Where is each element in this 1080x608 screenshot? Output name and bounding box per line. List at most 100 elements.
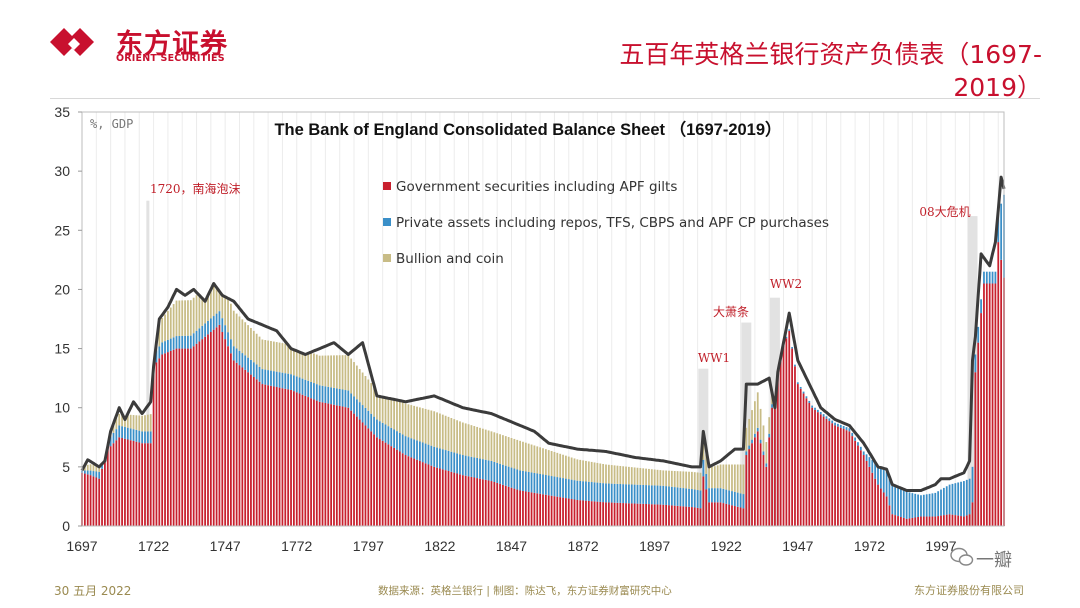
private-bar-1968 (857, 442, 859, 446)
government-bar-1787 (338, 405, 341, 526)
government-bar-1846 (507, 486, 510, 526)
private-bar-1777 (310, 381, 312, 399)
bullion-bar-1717 (138, 415, 141, 431)
private-bar-1936 (765, 463, 768, 467)
bullion-bar-1776 (307, 353, 310, 381)
bullion-bar-1893 (642, 468, 645, 485)
y-tick-label: 25 (54, 222, 70, 238)
government-bar-1831 (464, 475, 467, 526)
government-bar-1993 (928, 516, 931, 526)
government-bar-1825 (447, 470, 450, 526)
bullion-bar-1869 (573, 458, 576, 481)
bullion-bar-1725 (161, 318, 164, 343)
government-bar-1717 (138, 442, 141, 526)
government-bar-1841 (493, 481, 496, 526)
government-bar-1718 (141, 443, 144, 526)
private-bar-1967 (854, 437, 856, 441)
private-bar-1838 (484, 459, 487, 480)
private-bar-1730 (175, 336, 178, 349)
bullion-bar-1838 (484, 429, 487, 460)
chart-text: 0 5 10 15 20 25 30 35 1697 1722 1747 1772 1797 1822 18… (54, 104, 970, 554)
private-bar-1787 (338, 388, 341, 406)
government-bar-1862 (553, 496, 556, 526)
private-bar-2012 (983, 271, 985, 284)
title-divider (50, 98, 1040, 99)
bullion-bar-1782 (324, 355, 327, 387)
bullion-bar-1924 (731, 464, 733, 492)
government-bar-1897 (653, 504, 656, 526)
private-bar-1884 (616, 483, 619, 503)
event-label-1914: WW1 (698, 351, 730, 365)
government-bar-1948 (799, 388, 802, 526)
bullion-bar-1718 (141, 415, 144, 432)
bullion-bar-1876 (593, 462, 596, 483)
bullion-bar-1870 (576, 459, 579, 481)
x-tick-label: 1797 (353, 538, 384, 554)
bullion-bar-1827 (453, 419, 456, 453)
government-bar-1926 (736, 506, 739, 526)
private-bar-1791 (350, 393, 353, 411)
private-bar-1771 (293, 375, 295, 392)
government-bar-1856 (536, 493, 539, 526)
government-bar-2000 (948, 514, 951, 526)
private-bar-1925 (733, 491, 736, 507)
bullion-bar-1756 (250, 327, 252, 360)
government-bar-1853 (527, 491, 530, 526)
government-bar-1784 (330, 404, 332, 526)
bullion-bar-1787 (338, 355, 341, 389)
government-bar-1842 (496, 482, 499, 526)
government-bar-1955 (819, 414, 822, 526)
bullion-bar-1930 (748, 418, 751, 446)
government-bar-1933 (756, 431, 759, 526)
government-bar-1805 (390, 446, 393, 526)
government-bar-1982 (897, 516, 899, 526)
government-bar-1779 (315, 400, 318, 526)
government-bar-1746 (221, 332, 224, 526)
private-bar-1829 (459, 454, 461, 475)
private-bar-1789 (344, 390, 347, 408)
government-bar-1971 (865, 460, 868, 526)
private-bar-1788 (341, 389, 344, 407)
private-bar-1779 (315, 384, 318, 401)
government-bar-1991 (922, 516, 925, 526)
government-bar-1705 (104, 460, 106, 526)
bullion-bar-1849 (516, 439, 519, 470)
plot-frame (81, 111, 1005, 527)
government-bar-1906 (679, 506, 682, 526)
bullion-bar-1877 (596, 462, 599, 483)
private-bar-1903 (670, 486, 673, 506)
private-bar-1732 (181, 335, 184, 349)
government-bar-1828 (456, 473, 458, 526)
private-bar-1807 (396, 431, 398, 450)
private-bar-1750 (232, 346, 235, 361)
private-bar-1902 (668, 486, 670, 506)
government-bar-1819 (430, 465, 433, 526)
private-bar-1920 (719, 488, 722, 503)
government-bar-1890 (633, 503, 636, 526)
private-bar-1904 (673, 487, 676, 506)
bullion-bar-1751 (235, 313, 238, 349)
government-bar-1704 (101, 468, 103, 526)
private-bar-1957 (825, 416, 828, 419)
bullion-bar-1746 (221, 295, 224, 319)
bullion-bar-1730 (175, 300, 178, 337)
bullion-bar-1828 (456, 420, 458, 454)
government-bar-2009 (974, 372, 977, 526)
logo-english-name: ORIENT SECURITIES (116, 53, 225, 64)
bullion-bar-1894 (645, 468, 647, 486)
private-bar-1745 (218, 311, 221, 325)
private-bar-1972 (868, 457, 871, 467)
bullion-bar-1931 (751, 410, 753, 440)
private-bar-2004 (960, 481, 962, 517)
government-bar-1958 (828, 421, 831, 526)
bullion-bar-1881 (607, 464, 610, 484)
government-bar-1960 (834, 425, 836, 526)
government-bar-1944 (788, 330, 791, 526)
private-bar-1728 (169, 338, 172, 351)
bullion-bar-1818 (427, 409, 430, 445)
bullion-bar-1840 (490, 431, 493, 461)
private-bar-1973 (871, 459, 874, 473)
private-bar-1824 (444, 450, 447, 471)
bullion-bar-1879 (602, 463, 605, 484)
private-bar-1969 (859, 446, 862, 451)
